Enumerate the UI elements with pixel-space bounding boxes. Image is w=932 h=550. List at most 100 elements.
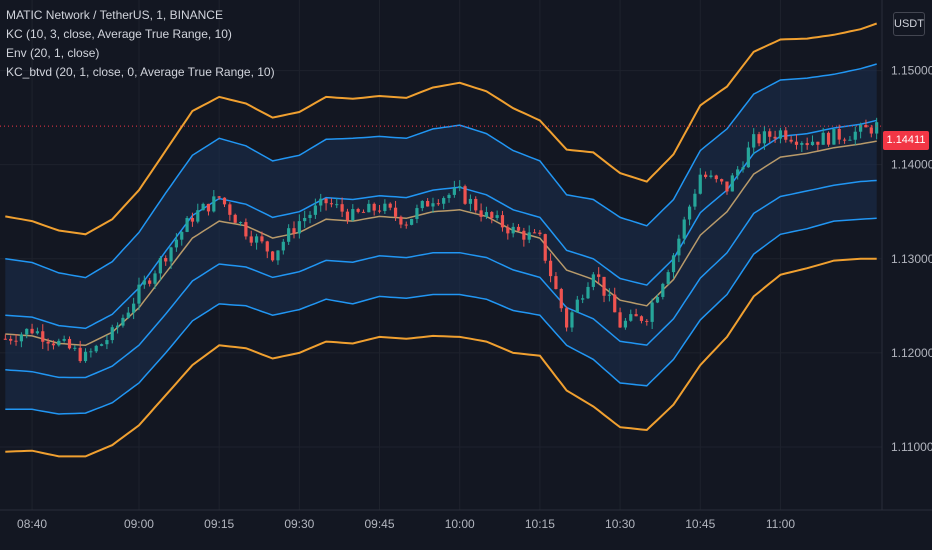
candle-body xyxy=(773,136,777,139)
candle-body xyxy=(629,314,633,321)
candle-body xyxy=(805,143,809,146)
candle-body xyxy=(57,340,61,346)
candle-body xyxy=(661,283,665,297)
candle-body xyxy=(372,203,376,211)
candle-body xyxy=(511,226,515,234)
kc-basis-line xyxy=(5,140,877,347)
candle-body xyxy=(810,141,815,146)
candle-body xyxy=(19,334,23,342)
candle-body xyxy=(559,289,563,309)
candle-body xyxy=(137,284,141,304)
candle-body xyxy=(89,351,93,353)
candle-body xyxy=(875,122,879,134)
candle-body xyxy=(490,212,494,218)
candle-body xyxy=(431,203,435,207)
candle-body xyxy=(287,228,291,242)
candle-body xyxy=(99,344,104,346)
candle-body xyxy=(233,214,237,223)
time-tick-label: 10:45 xyxy=(685,517,715,531)
candle-body xyxy=(720,179,724,182)
candle-body xyxy=(324,198,328,204)
candle-body xyxy=(618,312,622,328)
candle-body xyxy=(463,186,467,204)
candle-body xyxy=(148,280,152,284)
candle-body xyxy=(73,347,77,349)
candle-body xyxy=(313,205,317,215)
candle-body xyxy=(506,227,510,234)
candle-body xyxy=(623,320,628,328)
candle-body xyxy=(206,203,211,212)
candle-body xyxy=(249,236,253,243)
candle-body xyxy=(340,204,344,212)
candle-body xyxy=(356,209,360,212)
candle-body xyxy=(607,294,611,296)
chart-legend: MATIC Network / TetherUS, 1, BINANCE KC … xyxy=(6,6,275,82)
candle-body xyxy=(383,203,387,212)
candle-body xyxy=(581,298,585,300)
candle-body xyxy=(709,175,713,177)
candle-body xyxy=(725,181,729,192)
candle-body xyxy=(185,217,189,232)
candle-body xyxy=(158,258,162,274)
candle-body xyxy=(650,302,654,322)
candle-body xyxy=(484,212,489,217)
candle-body xyxy=(409,218,414,225)
candle-body xyxy=(142,280,146,285)
candle-body xyxy=(832,128,836,145)
candle-body xyxy=(30,328,34,334)
candle-body xyxy=(41,331,45,342)
currency-button[interactable]: USDT xyxy=(893,12,925,36)
candle-body xyxy=(869,127,873,134)
band-fill xyxy=(5,64,877,414)
candle-body xyxy=(666,272,670,284)
candle-body xyxy=(714,175,718,180)
candle-body xyxy=(153,273,157,284)
candle-body xyxy=(367,203,371,213)
candle-body xyxy=(51,343,56,346)
legend-symbol[interactable]: MATIC Network / TetherUS, 1, BINANCE xyxy=(6,8,223,22)
candle-body xyxy=(83,351,88,362)
candle-body xyxy=(377,210,382,212)
time-tick-label: 09:00 xyxy=(124,517,154,531)
candle-body xyxy=(335,204,339,206)
time-tick-label: 09:30 xyxy=(284,517,314,531)
time-axis[interactable]: 08:40 09:00 09:15 09:30 09:45 10:00 10:15 10:30… xyxy=(17,517,795,531)
candle-body xyxy=(265,241,269,252)
candle-body xyxy=(201,203,205,211)
candle-body xyxy=(682,219,686,239)
candle-body xyxy=(565,308,569,328)
candle-body xyxy=(736,169,740,176)
candle-body xyxy=(516,226,521,231)
candle-body xyxy=(789,139,793,142)
time-tick-label: 11:00 xyxy=(766,517,795,531)
price-axis[interactable]: 1.15000 1.14000 1.13000 1.12000 1.11000 xyxy=(891,64,932,454)
candle-body xyxy=(345,211,350,221)
time-tick-label: 08:40 xyxy=(17,517,47,531)
candle-body xyxy=(217,196,221,198)
candle-body xyxy=(78,347,82,362)
legend-kc-btvd[interactable]: KC_btvd (20, 1, close, 0, Average True R… xyxy=(6,65,275,79)
candle-body xyxy=(180,231,184,240)
candle-body xyxy=(303,217,307,222)
candle-body xyxy=(864,124,868,128)
price-tick-label: 1.15000 xyxy=(891,64,932,78)
kc-upper-line xyxy=(5,22,878,236)
kc-lower-line xyxy=(5,257,877,458)
time-tick-label: 10:15 xyxy=(525,517,555,531)
legend-kc[interactable]: KC (10, 3, close, Average True Range, 10… xyxy=(6,27,232,41)
candle-body xyxy=(244,222,248,237)
candle-body xyxy=(329,203,334,205)
candle-body xyxy=(126,312,130,318)
legend-env[interactable]: Env (20, 1, close) xyxy=(6,46,100,60)
candle-body xyxy=(570,312,574,328)
candle-body xyxy=(196,210,200,222)
candle-body xyxy=(794,141,799,145)
candle-body xyxy=(14,340,18,342)
candle-body xyxy=(655,296,660,303)
candle-body xyxy=(447,194,451,199)
candle-body xyxy=(164,258,168,262)
candle-body xyxy=(859,124,863,132)
candle-body xyxy=(522,230,526,240)
candle-body xyxy=(575,299,579,313)
